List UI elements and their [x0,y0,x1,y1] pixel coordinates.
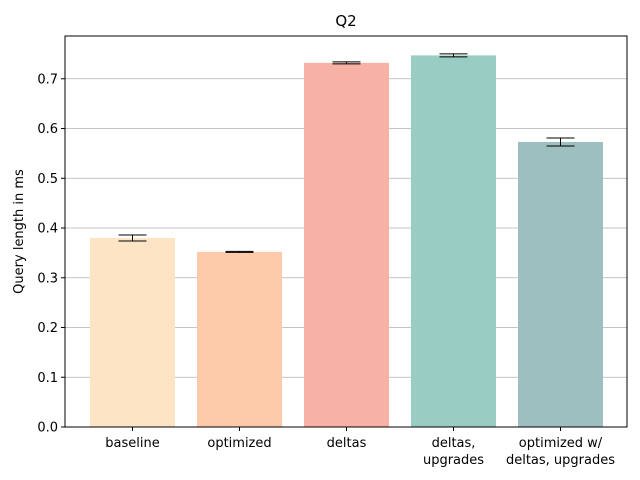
y-tick-label: 0.6 [37,122,58,137]
bar [90,237,175,427]
error-bar [332,61,361,65]
y-tick-label: 0.3 [37,271,58,286]
x-tick-label: baseline [105,436,159,451]
x-tick-label: optimized [207,436,271,451]
bar [197,251,282,427]
y-ticks: 0.0 0.1 0.2 0.3 0.4 0.5 0.6 0.7 [37,72,65,436]
y-tick-label: 0.1 [37,371,58,386]
error-bars [118,53,575,253]
bar [304,62,389,427]
x-tick-label: deltas [327,436,367,451]
y-tick-label: 0.4 [37,222,58,237]
bars [90,55,603,428]
x-ticks: baseline optimized deltas deltas, upgrades op… [105,427,615,468]
error-bar [118,234,147,242]
y-axis-label: Query length in ms [12,169,27,294]
y-tick-label: 0.0 [37,421,58,436]
error-bar [225,250,254,253]
y-tick-label: 0.2 [37,321,58,336]
y-tick-label: 0.5 [37,172,58,187]
x-tick-label: deltas, upgrades [423,436,484,468]
chart-title: Q2 [335,12,356,30]
error-bar [546,137,575,147]
bar [518,141,603,427]
error-bar [439,53,468,58]
bar [411,55,496,428]
y-tick-label: 0.7 [37,72,58,87]
x-tick-label: optimized w/deltas, upgrades [506,436,615,468]
